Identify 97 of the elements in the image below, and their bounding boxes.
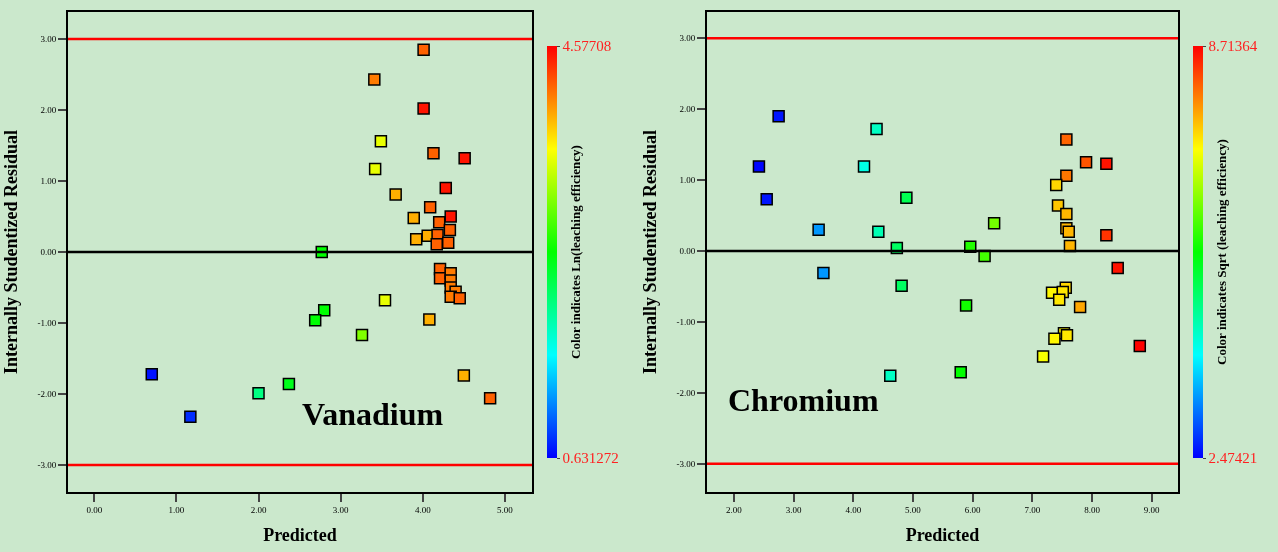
point bbox=[857, 160, 871, 173]
color-bar-label: 8.71364 bbox=[1208, 38, 1258, 55]
point bbox=[417, 43, 430, 56]
point bbox=[772, 109, 785, 123]
point bbox=[1036, 350, 1050, 363]
y-tick-label: 3.00 bbox=[40, 34, 57, 45]
point bbox=[308, 313, 322, 327]
point bbox=[1052, 293, 1066, 307]
x-tick-label: 7.00 bbox=[1024, 504, 1041, 515]
y-tick-label: -1.00 bbox=[676, 316, 696, 327]
point bbox=[145, 367, 159, 381]
point bbox=[423, 201, 437, 214]
color-bar-title: Color indicates Sqrt (leaching efficiency) bbox=[1213, 139, 1229, 365]
x-tick-label: 2.00 bbox=[250, 504, 267, 515]
point bbox=[987, 217, 1001, 230]
point bbox=[812, 223, 825, 236]
point bbox=[453, 291, 466, 305]
point bbox=[407, 211, 420, 225]
x-tick-label: 5.00 bbox=[905, 504, 922, 515]
point bbox=[417, 102, 430, 115]
point bbox=[1049, 178, 1063, 192]
point bbox=[1062, 225, 1076, 239]
point bbox=[439, 181, 453, 195]
point bbox=[1133, 339, 1147, 353]
y-tick-label: 0.00 bbox=[679, 246, 696, 257]
point bbox=[457, 369, 471, 382]
color-bar-label: 0.631272 bbox=[562, 450, 619, 467]
x-tick-label: 0.00 bbox=[86, 504, 103, 515]
y-tick-label: -1.00 bbox=[37, 318, 57, 329]
point bbox=[184, 410, 197, 423]
point bbox=[1060, 133, 1073, 146]
x-tick-label: 4.00 bbox=[845, 504, 862, 515]
point bbox=[760, 192, 773, 206]
x-axis-title: Predicted bbox=[263, 525, 337, 546]
x-tick-label: 2.00 bbox=[725, 504, 743, 515]
point bbox=[432, 215, 446, 229]
y-tick-label: 3.00 bbox=[679, 33, 696, 44]
x-tick-label: 4.00 bbox=[414, 504, 432, 515]
y-axis-title: Internally Studentized Residual bbox=[640, 129, 661, 375]
point bbox=[895, 279, 908, 292]
point bbox=[441, 236, 455, 250]
point bbox=[1060, 169, 1073, 183]
point bbox=[355, 328, 369, 342]
point bbox=[430, 237, 443, 251]
point bbox=[317, 303, 331, 317]
point bbox=[378, 294, 392, 307]
point bbox=[872, 225, 885, 239]
y-tick-label: -2.00 bbox=[676, 387, 696, 398]
y-tick-label: -3.00 bbox=[676, 458, 696, 469]
color-bar-title: Color indicates Ln(leaching efficiency) bbox=[567, 145, 583, 359]
y-tick-label: 2.00 bbox=[679, 104, 696, 115]
point bbox=[1111, 261, 1124, 275]
point bbox=[1100, 157, 1113, 170]
point bbox=[954, 365, 967, 379]
point bbox=[1060, 207, 1073, 221]
point bbox=[870, 122, 883, 136]
point bbox=[1079, 156, 1093, 169]
point bbox=[389, 188, 402, 201]
point bbox=[817, 266, 830, 280]
point bbox=[423, 313, 436, 326]
point bbox=[483, 392, 497, 405]
point bbox=[444, 210, 457, 223]
point bbox=[282, 377, 296, 391]
point bbox=[252, 387, 265, 400]
color-bar-label: 2.47421 bbox=[1208, 450, 1258, 467]
x-tick-label: 6.00 bbox=[964, 504, 982, 515]
point bbox=[374, 134, 388, 148]
x-tick-label: 3.00 bbox=[785, 504, 802, 515]
y-tick-label: -3.00 bbox=[37, 460, 57, 471]
x-tick-label: 5.00 bbox=[497, 504, 514, 515]
x-axis-title: Predicted bbox=[905, 525, 980, 546]
y-tick-label: 0.00 bbox=[40, 247, 57, 258]
y-tick-label: -2.00 bbox=[37, 389, 57, 400]
point bbox=[1051, 199, 1065, 212]
annotation: Chromium bbox=[728, 382, 879, 418]
point bbox=[427, 147, 440, 160]
x-tick-label: 1.00 bbox=[168, 504, 185, 515]
point bbox=[368, 162, 382, 176]
point bbox=[1073, 300, 1087, 314]
point bbox=[443, 223, 457, 237]
y-axis-title: Internally Studentized Residual bbox=[1, 129, 22, 375]
point bbox=[752, 160, 766, 173]
x-tick-label: 8.00 bbox=[1084, 504, 1101, 515]
point bbox=[884, 369, 897, 382]
point bbox=[458, 152, 471, 165]
color-bar-label: 4.57708 bbox=[562, 38, 612, 55]
annotation: Vanadium bbox=[302, 396, 444, 432]
point bbox=[1100, 229, 1113, 242]
x-tick-label: 3.00 bbox=[332, 504, 350, 515]
point bbox=[900, 191, 913, 205]
point bbox=[368, 73, 381, 86]
x-tick-label: 9.00 bbox=[1143, 504, 1161, 515]
point bbox=[959, 299, 973, 312]
y-tick-label: 1.00 bbox=[40, 176, 57, 187]
y-tick-label: 2.00 bbox=[40, 105, 57, 116]
point bbox=[1048, 332, 1061, 346]
y-tick-label: 1.00 bbox=[679, 175, 696, 186]
